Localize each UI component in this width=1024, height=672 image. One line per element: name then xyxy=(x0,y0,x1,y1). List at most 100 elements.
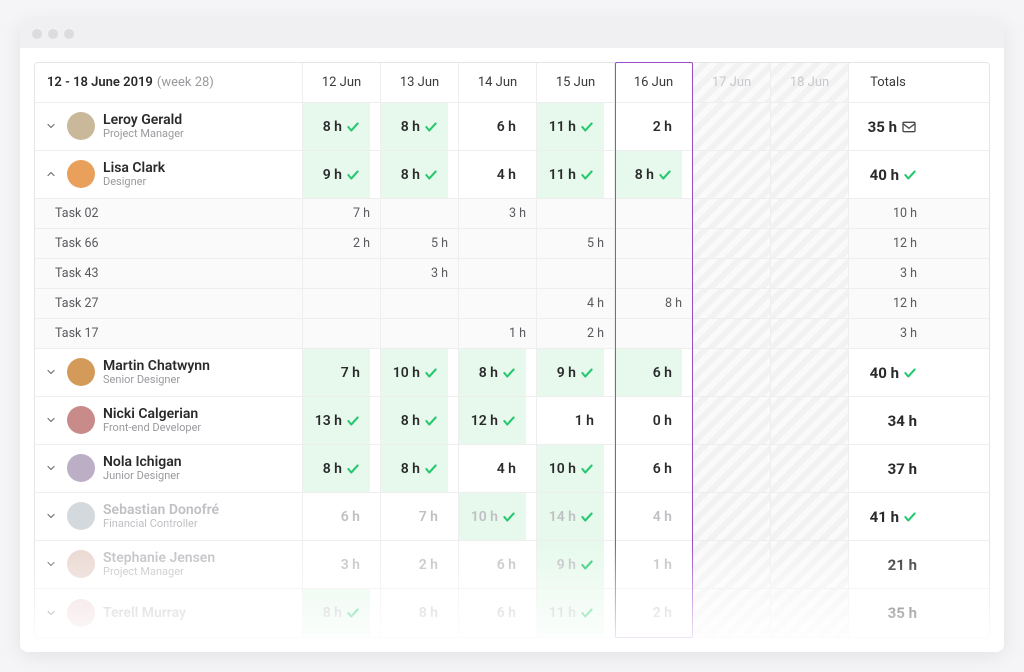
day-header[interactable]: 18 Jun xyxy=(771,63,849,102)
day-cell[interactable] xyxy=(693,589,771,637)
day-cell[interactable]: 6 h xyxy=(459,589,537,637)
day-header[interactable]: 17 Jun xyxy=(693,63,771,102)
day-header[interactable]: 13 Jun xyxy=(381,63,459,102)
task-day-cell[interactable] xyxy=(381,199,459,228)
expand-toggle[interactable] xyxy=(43,166,59,182)
day-header[interactable]: 15 Jun xyxy=(537,63,615,102)
day-cell[interactable]: 1 h xyxy=(615,541,693,588)
expand-toggle[interactable] xyxy=(43,364,59,380)
task-day-cell[interactable]: 7 h xyxy=(303,199,381,228)
day-cell[interactable]: 4 h xyxy=(459,445,537,492)
task-day-cell[interactable] xyxy=(771,319,849,348)
task-day-cell[interactable] xyxy=(771,259,849,288)
day-cell[interactable]: 11 h xyxy=(537,589,615,637)
day-cell[interactable]: 4 h xyxy=(459,151,537,198)
day-cell[interactable]: 8 h xyxy=(459,349,537,396)
task-day-cell[interactable]: 5 h xyxy=(381,229,459,258)
task-day-cell[interactable] xyxy=(693,199,771,228)
task-row[interactable]: Task 274 h8 h12 h xyxy=(35,289,989,319)
day-cell[interactable] xyxy=(693,103,771,150)
day-header[interactable]: 12 Jun xyxy=(303,63,381,102)
day-cell[interactable] xyxy=(771,349,849,396)
day-cell[interactable]: 14 h xyxy=(537,493,615,540)
day-cell[interactable]: 9 h xyxy=(537,349,615,396)
person-row[interactable]: Martin ChatwynnSenior Designer7 h10 h8 h… xyxy=(35,349,989,397)
task-day-cell[interactable] xyxy=(693,259,771,288)
day-cell[interactable]: 2 h xyxy=(615,589,693,637)
day-cell[interactable] xyxy=(771,103,849,150)
day-cell[interactable]: 9 h xyxy=(303,151,381,198)
day-cell[interactable]: 11 h xyxy=(537,103,615,150)
task-day-cell[interactable] xyxy=(303,259,381,288)
expand-toggle[interactable] xyxy=(43,508,59,524)
expand-toggle[interactable] xyxy=(43,118,59,134)
task-row[interactable]: Task 433 h3 h xyxy=(35,259,989,289)
task-day-cell[interactable] xyxy=(771,289,849,318)
day-cell[interactable] xyxy=(693,151,771,198)
day-cell[interactable]: 13 h xyxy=(303,397,381,444)
expand-toggle[interactable] xyxy=(43,605,59,621)
day-cell[interactable]: 2 h xyxy=(615,103,693,150)
task-day-cell[interactable]: 3 h xyxy=(459,199,537,228)
task-day-cell[interactable]: 3 h xyxy=(381,259,459,288)
task-day-cell[interactable]: 2 h xyxy=(537,319,615,348)
day-cell[interactable] xyxy=(693,541,771,588)
task-row[interactable]: Task 027 h3 h10 h xyxy=(35,199,989,229)
day-cell[interactable]: 6 h xyxy=(459,103,537,150)
task-day-cell[interactable]: 4 h xyxy=(537,289,615,318)
day-cell[interactable]: 2 h xyxy=(381,541,459,588)
window-dot[interactable] xyxy=(32,29,42,39)
task-day-cell[interactable] xyxy=(693,319,771,348)
person-row[interactable]: Leroy GeraldProject Manager8 h8 h6 h11 h… xyxy=(35,103,989,151)
day-cell[interactable] xyxy=(693,349,771,396)
day-cell[interactable]: 9 h xyxy=(537,541,615,588)
day-cell[interactable] xyxy=(693,493,771,540)
person-row[interactable]: Stephanie JensenProject Manager3 h2 h6 h… xyxy=(35,541,989,589)
day-cell[interactable]: 7 h xyxy=(303,349,381,396)
task-day-cell[interactable] xyxy=(459,259,537,288)
person-row[interactable]: Nola IchiganJunior Designer8 h8 h4 h10 h… xyxy=(35,445,989,493)
day-cell[interactable]: 6 h xyxy=(459,541,537,588)
day-header[interactable]: 16 Jun xyxy=(615,63,693,102)
day-cell[interactable]: 8 h xyxy=(381,151,459,198)
day-cell[interactable]: 8 h xyxy=(615,151,693,198)
day-cell[interactable]: 8 h xyxy=(381,445,459,492)
task-day-cell[interactable]: 5 h xyxy=(537,229,615,258)
day-cell[interactable] xyxy=(771,445,849,492)
task-day-cell[interactable] xyxy=(693,289,771,318)
day-cell[interactable]: 4 h xyxy=(615,493,693,540)
person-row[interactable]: Sebastian DonofréFinancial Controller6 h… xyxy=(35,493,989,541)
day-cell[interactable]: 8 h xyxy=(381,397,459,444)
day-cell[interactable]: 10 h xyxy=(459,493,537,540)
day-cell[interactable] xyxy=(771,541,849,588)
day-cell[interactable]: 1 h xyxy=(537,397,615,444)
task-day-cell[interactable] xyxy=(303,319,381,348)
day-cell[interactable]: 7 h xyxy=(381,493,459,540)
task-day-cell[interactable] xyxy=(693,229,771,258)
task-day-cell[interactable] xyxy=(615,259,693,288)
expand-toggle[interactable] xyxy=(43,412,59,428)
task-day-cell[interactable]: 1 h xyxy=(459,319,537,348)
day-cell[interactable]: 0 h xyxy=(615,397,693,444)
expand-toggle[interactable] xyxy=(43,460,59,476)
day-cell[interactable] xyxy=(693,397,771,444)
day-cell[interactable] xyxy=(693,445,771,492)
task-day-cell[interactable]: 2 h xyxy=(303,229,381,258)
day-cell[interactable]: 10 h xyxy=(381,349,459,396)
day-cell[interactable] xyxy=(771,589,849,637)
task-day-cell[interactable] xyxy=(615,229,693,258)
day-cell[interactable]: 11 h xyxy=(537,151,615,198)
day-cell[interactable]: 12 h xyxy=(459,397,537,444)
task-day-cell[interactable] xyxy=(771,199,849,228)
day-cell[interactable]: 8 h xyxy=(381,589,459,637)
task-day-cell[interactable] xyxy=(537,199,615,228)
day-cell[interactable]: 10 h xyxy=(537,445,615,492)
day-cell[interactable]: 8 h xyxy=(381,103,459,150)
day-cell[interactable]: 6 h xyxy=(303,493,381,540)
task-day-cell[interactable] xyxy=(537,259,615,288)
task-day-cell[interactable] xyxy=(381,289,459,318)
day-cell[interactable]: 8 h xyxy=(303,445,381,492)
person-row[interactable]: Nicki CalgerianFront-end Developer13 h8 … xyxy=(35,397,989,445)
day-cell[interactable]: 3 h xyxy=(303,541,381,588)
task-day-cell[interactable] xyxy=(615,199,693,228)
